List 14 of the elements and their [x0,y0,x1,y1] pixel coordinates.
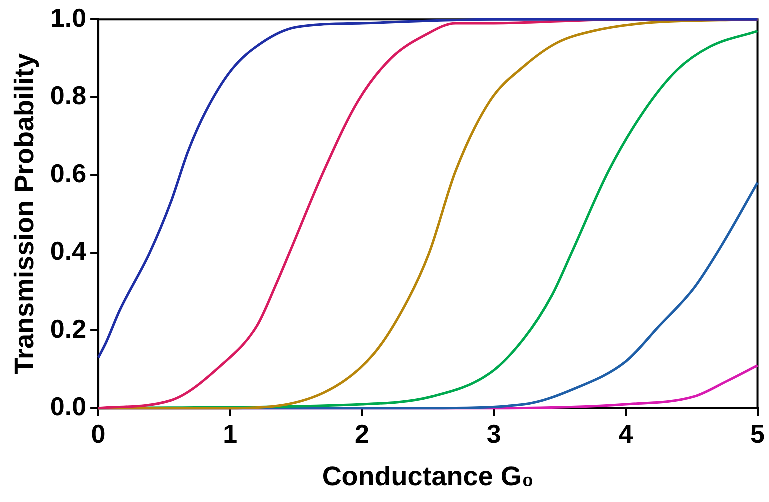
y-tick-label: 0.8 [50,80,87,111]
y-tick-label: 0.6 [50,158,87,188]
y-axis-title: Transmission Probability [10,53,40,375]
y-tick-label: 1.0 [50,2,87,33]
x-tick-label: 2 [355,419,370,450]
y-tick-label: 0.0 [50,392,87,422]
y-tick-label: 0.2 [50,314,87,344]
x-tick-label: 0 [91,419,106,450]
x-tick-label: 4 [618,419,634,450]
x-tick-label: 3 [486,419,502,450]
x-tick-label: 5 [750,419,766,450]
y-tick-label: 0.4 [50,236,88,266]
x-tick-label: 1 [223,419,238,450]
x-axis-title: Conductance G₀ [322,461,534,492]
